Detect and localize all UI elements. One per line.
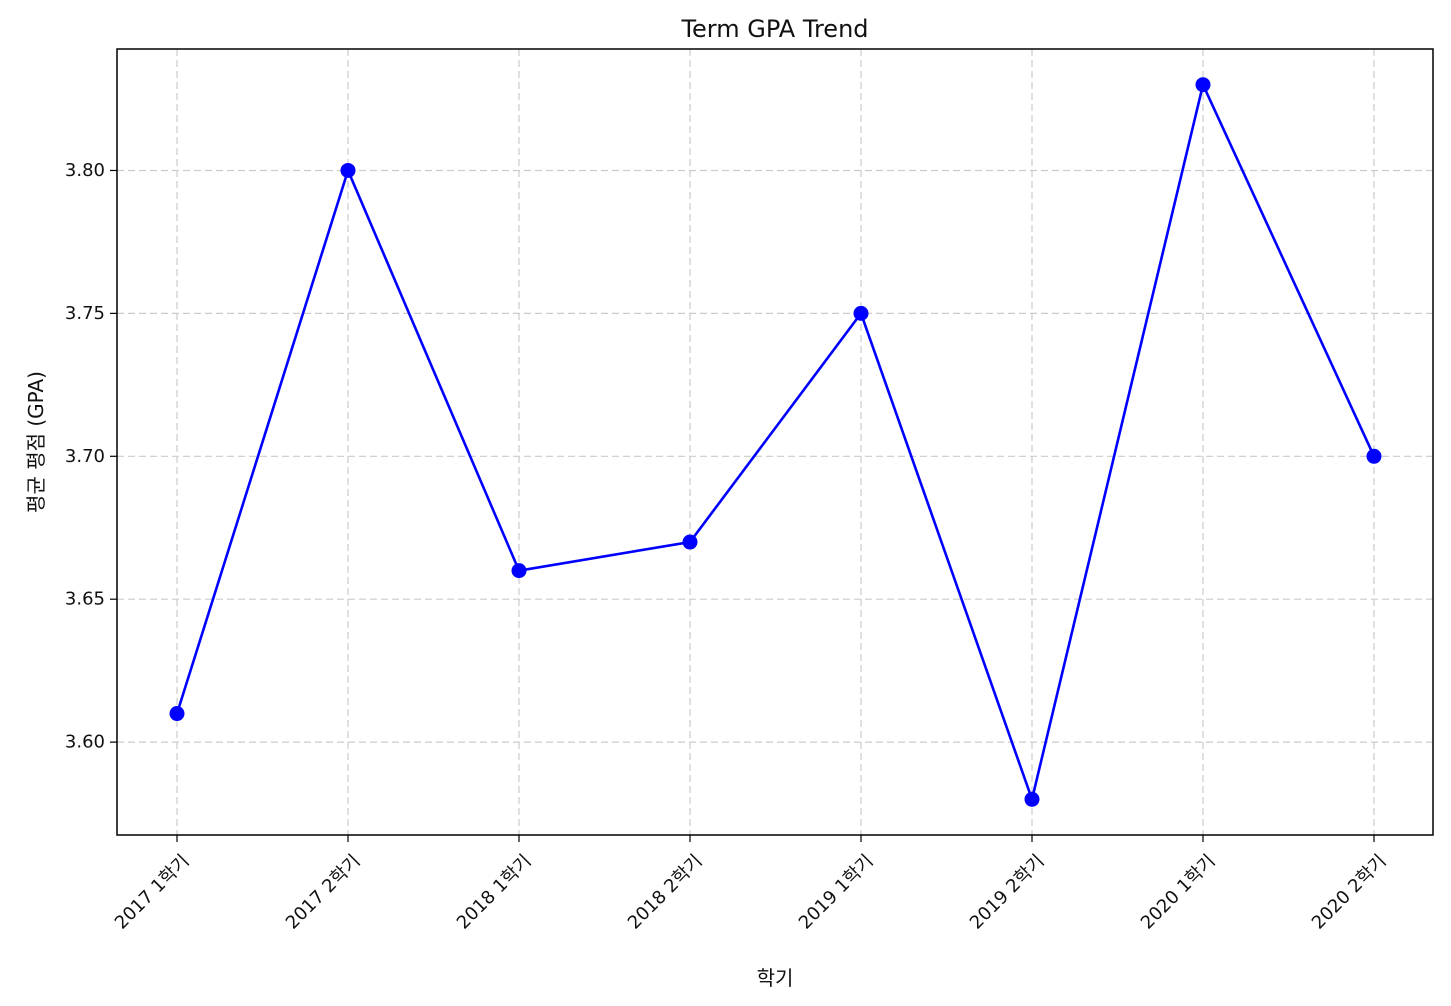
x-tick-label: 2018 1학기 <box>453 851 536 934</box>
ticks <box>110 169 1375 842</box>
chart-title: Term GPA Trend <box>680 15 868 43</box>
gpa-data-point <box>1195 77 1211 93</box>
y-tick-label: 3.75 <box>65 303 105 324</box>
series-layer <box>169 77 1382 807</box>
gpa-data-point <box>1366 448 1382 464</box>
x-tick-labels: 2017 1학기 2017 2학기 2018 1학기 2018 2학기 2019 1학기… <box>111 851 1391 934</box>
gpa-data-point <box>853 305 869 321</box>
gpa-data-point <box>511 563 527 579</box>
y-tick-labels: 3.60 3.65 3.70 3.75 3.80 <box>65 160 105 753</box>
x-tick-label: 2018 2학기 <box>624 851 707 934</box>
x-tick-label: 2019 1학기 <box>795 851 878 934</box>
plot-frame <box>116 48 1434 836</box>
y-tick-label: 3.70 <box>65 446 105 467</box>
y-tick-label: 3.60 <box>65 732 105 753</box>
y-axis-label: 평균 평점 (GPA) <box>24 371 48 513</box>
x-tick-label: 2017 2학기 <box>282 851 365 934</box>
gpa-data-point <box>340 162 356 178</box>
x-tick-label: 2019 2학기 <box>966 851 1049 934</box>
y-tick-label: 3.65 <box>65 589 105 610</box>
gpa-data-point <box>169 706 185 722</box>
gpa-data-point <box>682 534 698 550</box>
gpa-series-line <box>175 80 1376 804</box>
x-tick-label: 2020 2학기 <box>1308 851 1391 934</box>
grid <box>117 49 1433 835</box>
x-tick-label: 2020 1학기 <box>1137 851 1220 934</box>
x-tick-label: 2017 1학기 <box>111 851 194 934</box>
x-axis-label: 학기 <box>757 966 794 990</box>
y-tick-label: 3.80 <box>65 160 105 181</box>
gpa-data-point <box>1024 791 1040 807</box>
